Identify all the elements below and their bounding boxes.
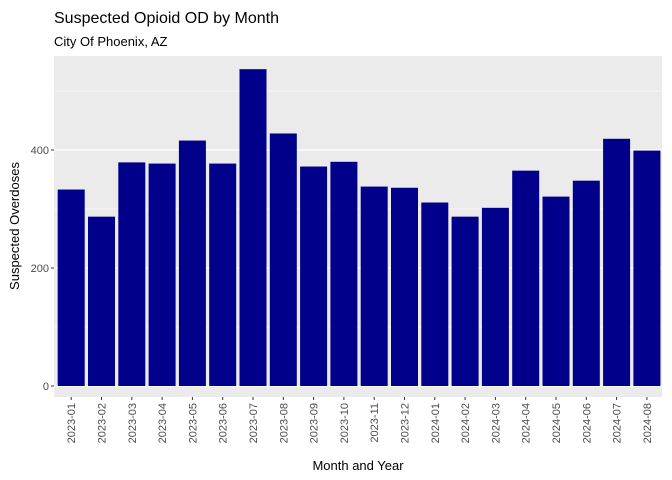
y-tick-label: 200 — [31, 263, 49, 275]
x-axis: 2023-01 2023-02 2023-03 2023-04 2023-05 2023-… — [66, 397, 654, 443]
x-tick-label: 2023-12 — [400, 403, 412, 443]
x-tick-label: 2023-04 — [157, 403, 169, 443]
bar-2023-02 — [88, 216, 115, 386]
bar-2024-01 — [421, 202, 449, 386]
x-tick-label: 2023-01 — [66, 403, 78, 443]
x-tick-label: 2023-10 — [339, 403, 351, 443]
x-axis-title: Month and Year — [312, 458, 404, 473]
x-tick-label: 2023-09 — [309, 403, 321, 443]
bar-2024-05 — [542, 196, 570, 386]
chart-title: Suspected Opioid OD by Month — [54, 10, 279, 27]
x-tick-label: 2024-03 — [490, 403, 502, 443]
x-tick-label: 2024-02 — [460, 403, 472, 443]
bar-2024-04 — [512, 170, 540, 386]
x-tick-label: 2024-06 — [581, 403, 593, 443]
bar-2024-02 — [451, 216, 479, 386]
bar-2023-05 — [178, 140, 206, 386]
x-tick-label: 2024-08 — [642, 403, 654, 443]
x-tick-label: 2023-06 — [218, 403, 230, 443]
bar-2023-01 — [57, 189, 85, 386]
x-tick-label: 2023-11 — [369, 403, 381, 443]
x-tick-label: 2023-03 — [127, 403, 139, 443]
y-tick-label: 400 — [31, 145, 49, 157]
bar-2024-06 — [572, 180, 600, 386]
bar-2023-04 — [148, 163, 176, 386]
bar-2023-08 — [269, 133, 297, 386]
bar-2024-08 — [633, 150, 661, 386]
bar-2023-09 — [300, 166, 328, 386]
bar-2023-12 — [391, 187, 418, 386]
bar-2023-11 — [360, 186, 388, 386]
y-axis-title: Suspected Overdoses — [7, 162, 22, 290]
x-tick-label: 2023-05 — [187, 403, 199, 443]
x-tick-label: 2023-07 — [248, 403, 260, 443]
bar-2024-03 — [481, 207, 509, 386]
x-tick-label: 2024-01 — [430, 403, 442, 443]
bar-2023-03 — [118, 162, 146, 386]
bar-2024-07 — [603, 138, 631, 386]
x-tick-label: 2023-02 — [97, 403, 109, 443]
x-tick-label: 2024-05 — [551, 403, 563, 443]
bars — [57, 69, 661, 387]
x-tick-label: 2023-08 — [278, 403, 290, 443]
y-tick-label: 0 — [43, 381, 49, 393]
bar-2023-10 — [330, 161, 358, 386]
chart-subtitle: City Of Phoenix, AZ — [54, 34, 167, 49]
y-axis: 0 200 400 — [31, 145, 54, 393]
bar-2023-06 — [209, 163, 237, 386]
bar-2023-07 — [239, 69, 267, 387]
x-tick-label: 2024-04 — [521, 403, 533, 443]
x-tick-label: 2024-07 — [612, 403, 624, 443]
